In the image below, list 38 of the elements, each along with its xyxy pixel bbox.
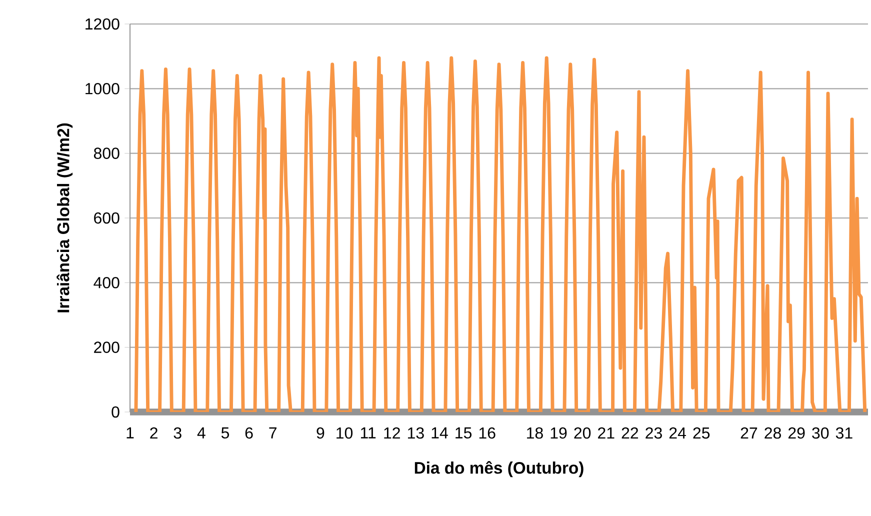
y-tick-label: 0 <box>112 406 120 418</box>
x-tick-label: 23 <box>646 427 662 439</box>
x-tick-label: 1 <box>126 427 134 438</box>
line-series <box>134 56 867 412</box>
y-axis-title: Irraiância Global (W/m2) <box>56 123 73 312</box>
y-tick-label: 1000 <box>86 83 120 94</box>
x-tick-label: 16 <box>479 427 496 439</box>
x-tick-label: 24 <box>669 427 686 439</box>
x-tick-label: 14 <box>432 427 448 438</box>
x-tick-label: 19 <box>550 427 567 439</box>
x-tick-label: 10 <box>336 427 353 439</box>
x-tick-label: 28 <box>764 427 781 439</box>
x-tick-label: 5 <box>221 427 229 439</box>
x-tick-label: 13 <box>408 427 424 439</box>
x-tick-label: 20 <box>574 427 591 439</box>
x-tick-label: 31 <box>836 427 852 439</box>
x-tick-label: 21 <box>598 427 614 439</box>
x-tick-label: 2 <box>150 427 158 439</box>
y-tick-label: 1200 <box>86 18 120 30</box>
y-tick-label: 600 <box>94 212 120 224</box>
x-tick-label: 9 <box>316 427 324 439</box>
y-tick-label: 400 <box>94 276 120 288</box>
x-tick-label: 22 <box>622 427 638 439</box>
y-tick-label: 800 <box>94 148 120 159</box>
x-tick-label: 25 <box>693 427 710 439</box>
x-tick-label: 3 <box>174 427 182 439</box>
x-tick-label: 11 <box>360 427 376 438</box>
x-tick-label: 4 <box>197 427 206 438</box>
x-tick-label: 12 <box>384 427 400 439</box>
x-axis-title: Dia do mês (Outubro) <box>414 461 584 478</box>
x-tick-label: 30 <box>812 427 829 439</box>
x-tick-label: 27 <box>740 427 758 439</box>
x-tick-label: 6 <box>245 427 253 439</box>
x-tick-label: 7 <box>269 427 276 438</box>
y-tick-label: 200 <box>94 342 120 353</box>
x-tick-label: 18 <box>527 427 543 439</box>
x-tick-label: 29 <box>788 427 805 439</box>
x-tick-label: 15 <box>456 427 472 439</box>
